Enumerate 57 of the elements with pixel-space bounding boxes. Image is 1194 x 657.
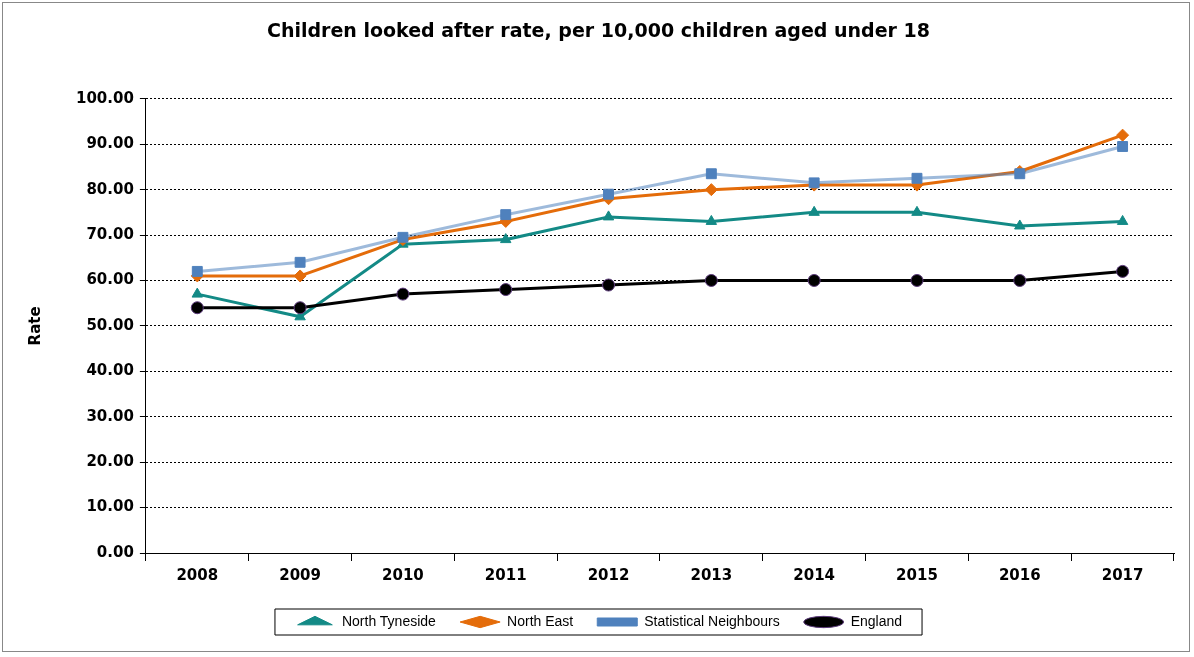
legend-label: Statistical Neighbours <box>644 612 780 629</box>
point <box>1116 264 1130 278</box>
x-tick-label: 2008 <box>176 565 219 584</box>
y-tick-label: 60.00 <box>86 270 134 289</box>
point <box>603 188 614 200</box>
y-axis-title: Rate <box>25 306 44 346</box>
point <box>500 209 512 221</box>
point <box>705 214 718 225</box>
point <box>191 287 203 298</box>
point <box>396 287 410 301</box>
y-tick-label: 50.00 <box>86 315 134 334</box>
y-tick-label: 0.00 <box>96 542 134 561</box>
y-tick-label: 40.00 <box>86 361 134 380</box>
point <box>911 172 923 184</box>
x-tick-label: 2017 <box>1101 565 1144 584</box>
point <box>191 265 203 277</box>
x-tick-label: 2016 <box>998 565 1041 584</box>
y-tick-label: 30.00 <box>86 406 134 425</box>
y-tick-label: 80.00 <box>86 179 134 198</box>
point <box>397 231 409 243</box>
point <box>807 273 821 287</box>
legend-label: North East <box>507 612 574 629</box>
point <box>1116 128 1130 142</box>
point <box>499 283 513 297</box>
x-tick-label: 2013 <box>690 565 733 584</box>
point <box>602 210 615 221</box>
point <box>704 183 718 197</box>
point <box>190 301 204 315</box>
point <box>911 205 923 216</box>
point <box>1013 273 1027 287</box>
x-tick-label: 2011 <box>484 565 527 584</box>
y-tick-label: 90.00 <box>86 134 134 153</box>
x-tick-label: 2009 <box>279 565 321 584</box>
x-tick-label: 2014 <box>793 565 836 584</box>
point <box>808 205 820 216</box>
y-tick-label: 70.00 <box>86 224 134 243</box>
legend-label: North Tyneside <box>341 612 437 629</box>
point <box>1116 214 1129 225</box>
y-tick-label: 100.00 <box>75 88 134 107</box>
y-tick-label: 10.00 <box>86 497 134 516</box>
y-tick-label: 20.00 <box>86 452 134 471</box>
legend-label: England <box>850 612 903 629</box>
point <box>1117 141 1129 152</box>
x-tick-label: 2010 <box>382 565 424 584</box>
point <box>1014 168 1026 180</box>
point <box>704 273 718 287</box>
point <box>294 256 306 268</box>
point <box>1014 219 1026 230</box>
point <box>705 168 717 180</box>
x-tick-label: 2015 <box>896 565 938 584</box>
chart-title: Children looked after rate, per 10,000 children aged under 18 <box>266 19 931 42</box>
point <box>910 273 924 287</box>
point <box>602 278 616 292</box>
point <box>293 301 307 315</box>
point <box>293 269 307 283</box>
x-tick-label: 2012 <box>587 565 630 584</box>
point <box>500 233 512 244</box>
